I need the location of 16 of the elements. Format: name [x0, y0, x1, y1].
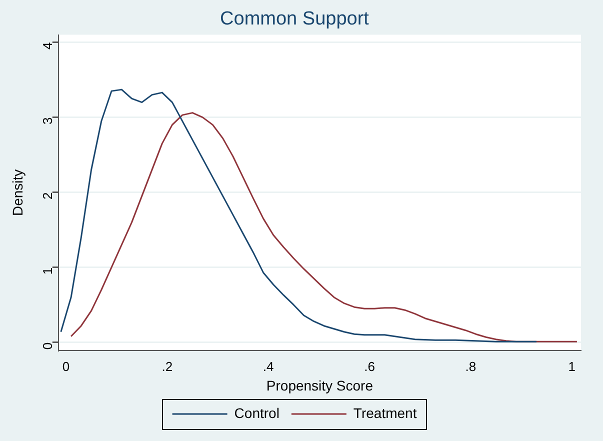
y-axis-title: Density [9, 169, 26, 216]
y-tick-label: 1 [40, 267, 55, 275]
legend-label: Treatment [353, 404, 417, 421]
x-tick-label: 1 [568, 358, 576, 374]
x-tick-label: .4 [262, 358, 274, 374]
y-tick-label: 2 [40, 192, 55, 200]
x-tick-label: 0 [62, 358, 70, 374]
x-tick-label: .6 [364, 358, 375, 374]
x-axis-title: Propensity Score [266, 377, 374, 394]
legend-label: Control [234, 404, 280, 421]
x-tick-label: .8 [465, 358, 476, 374]
chart-title: Common Support [220, 8, 370, 30]
x-tick-label: .2 [162, 358, 173, 374]
y-tick-label: 0 [40, 342, 55, 350]
y-tick-label: 4 [40, 42, 55, 50]
y-tick-label: 3 [40, 117, 55, 125]
